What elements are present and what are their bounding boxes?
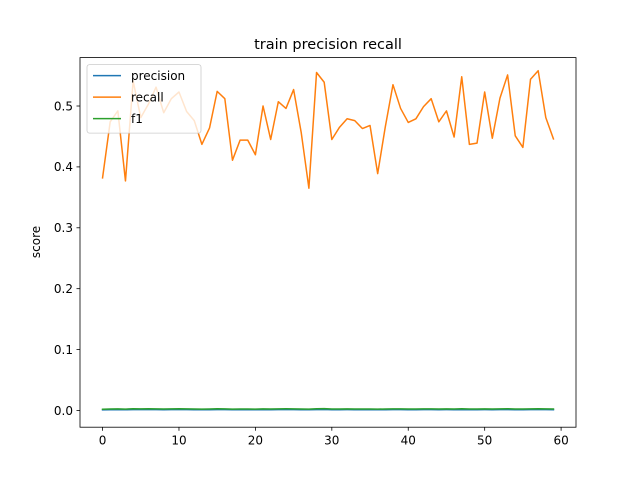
series-line-f1 — [101, 407, 555, 411]
y-axis-label: score — [29, 226, 43, 258]
x-tick-label: 40 — [401, 434, 416, 448]
chart-title: train precision recall — [254, 37, 402, 53]
x-tick-label: 60 — [553, 434, 568, 448]
y-axis-ticks: 0.0 0.1 0.2 0.3 0.4 0.5 — [54, 99, 80, 418]
y-tick-label: 0.3 — [54, 221, 73, 235]
legend: precision recall f1 — [86, 64, 202, 134]
x-tick-label: 0 — [99, 434, 107, 448]
x-tick-label: 30 — [324, 434, 339, 448]
legend-label-precision: precision — [131, 69, 185, 83]
legend-box — [86, 64, 202, 134]
x-tick-label: 10 — [171, 434, 186, 448]
y-tick-label: 0.5 — [54, 99, 73, 113]
x-axis-ticks: 0 10 20 30 40 50 60 — [99, 427, 569, 448]
legend-label-recall: recall — [131, 90, 164, 104]
y-tick-label: 0.4 — [54, 160, 73, 174]
plot-area-frame — [79, 57, 577, 428]
x-tick-label: 50 — [477, 434, 492, 448]
x-tick-label: 20 — [248, 434, 263, 448]
legend-label-f1: f1 — [131, 112, 143, 126]
y-tick-label: 0.1 — [54, 343, 73, 357]
y-tick-label: 0.0 — [54, 404, 73, 418]
y-tick-label: 0.2 — [54, 282, 73, 296]
